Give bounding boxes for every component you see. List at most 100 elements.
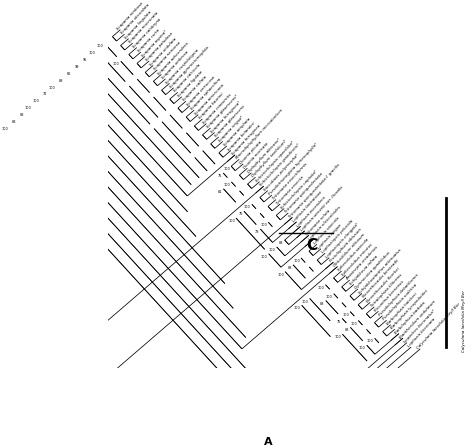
Text: Schijakkowianthus attenuatus: Schijakkowianthus attenuatus [358,247,402,295]
Text: Tritomaria exsecta: Tritomaria exsecta [276,175,305,205]
Text: 100: 100 [350,322,357,326]
Text: Pseudotrismegistia hymenophylla*: Pseudotrismegistia hymenophylla* [268,142,318,196]
Text: Scapania sphaerifera: Scapania sphaerifera [190,77,222,111]
Text: Scapania cuspiduligera: Scapania cuspiduligera [165,48,200,85]
Text: Scapania calcicola: Scapania calcicola [173,64,202,93]
Text: 88: 88 [59,79,64,83]
Text: 88: 88 [19,113,24,117]
Text: Scapania mucronata: Scapania mucronata [128,11,160,45]
Text: Sphenolobus saxicola: Sphenolobus saxicola [337,238,370,272]
Text: Lophozia lantratviae: Lophozia lantratviae [292,190,323,223]
Text: 100: 100 [359,346,366,350]
Text: Scapania ampliata: Scapania ampliata [223,117,251,147]
Circle shape [278,433,285,440]
Text: 75: 75 [218,174,222,178]
Text: 100: 100 [260,223,267,227]
Text: 88: 88 [11,120,16,124]
Text: Scapania aspera*: Scapania aspera* [141,29,168,58]
Text: Neoorthocaulis binsteadii: Neoorthocaulis binsteadii [362,259,400,299]
Text: Lophoziopsis elongata*: Lophoziopsis elongata* [325,222,360,259]
Text: Scapania callata: Scapania callata [182,75,207,102]
Text: Gymnocolea quadrilobus: Gymnocolea quadrilobus [354,251,391,290]
Text: 100: 100 [223,167,230,171]
Text: Scapania nimbosa: Scapania nimbosa [116,1,144,31]
Text: Schistochilopsis capitata*: Schistochilopsis capitata* [280,169,318,210]
Text: Scapania nemorea: Scapania nemorea [153,41,182,71]
Text: Pseudolophizia debatiformis: Pseudolophizia debatiformis [378,273,419,317]
Text: Macrodiplophyllum microdonticm: Macrodiplophyllum microdonticm [235,109,283,161]
Text: 88: 88 [288,266,292,270]
Text: Lophozia exigua: Lophozia exigua [317,223,342,250]
Text: 99: 99 [75,65,80,69]
Text: 100: 100 [224,183,230,187]
Text: Calycularia laevifolia Meyll Ber: Calycularia laevifolia Meyll Ber [462,290,466,352]
Text: 100: 100 [293,259,300,263]
Text: Schijakkovia inflata: Schijakkovia inflata [349,254,379,286]
Text: 100: 100 [342,313,349,317]
Text: 75: 75 [337,320,341,324]
Text: 100: 100 [244,206,251,210]
Text: A: A [264,437,273,445]
Text: 100: 100 [1,127,8,131]
Text: Tetralophizia filiformis: Tetralophizia filiformis [370,273,403,308]
Text: 100: 100 [228,219,235,223]
Text: Douinia moricata: Douinia moricata [243,142,270,170]
Text: Riccarinus bernensis: Riccarinus bernensis [374,279,405,312]
Text: 88: 88 [320,302,325,306]
Text: 100: 100 [335,335,341,339]
Text: Scapania ferruginea*: Scapania ferruginea* [210,100,242,134]
Text: Scapania adscendens: Scapania adscendens [157,41,190,76]
Text: Scapania irrigua*: Scapania irrigua* [219,114,245,142]
Text: 100: 100 [89,51,95,55]
Text: 66: 66 [67,72,72,76]
Text: Douinia plicata: Douinia plicata [239,140,263,165]
Text: 88: 88 [279,241,283,245]
Text: Diplophyllum albicans*: Diplophyllum albicans* [247,138,282,174]
Text: Scapania curta: Scapania curta [137,28,160,53]
Text: 100: 100 [113,62,120,66]
Text: Diplophyllum taxifolium*: Diplophyllum taxifolium* [251,139,288,178]
Text: Scapania crassiretis: Scapania crassiretis [202,93,233,125]
Text: Scapania gymnostomophila: Scapania gymnostomophila [169,45,210,89]
Text: 100: 100 [367,340,374,344]
Text: Lophozia ascendens: Lophozia ascendens [296,195,327,227]
Text: Biantheridiom undulatum: Biantheridiom undulatum [399,299,437,339]
Text: Isopaches bicrenatus*: Isopaches bicrenatus* [403,308,436,344]
Text: Scapania calobryna: Scapania calobryna [133,17,163,49]
Text: Saccobasis polymorpha*: Saccobasis polymorpha* [264,153,301,192]
Text: Tritomaria quinquedentata f. gracilis: Tritomaria quinquedentata f. gracilis [288,162,341,218]
Text: Barbiophizia hatcheri: Barbiophizia hatcheri [386,292,419,326]
Text: Lophozia silvocoloides: Lophozia silvocoloides [309,205,342,241]
Text: 73: 73 [255,230,259,234]
Text: Lophozia bicrenata: Lophozia bicrenata [407,317,436,348]
Text: 72: 72 [43,93,48,97]
Text: 81: 81 [218,190,222,194]
Text: Scapania obcordata: Scapania obcordata [120,3,151,35]
Text: Barbilophizia barbata: Barbilophizia barbata [394,301,427,335]
Text: Pseudolophizia sudetica: Pseudolophizia sudetica [382,283,418,321]
Text: Scapania lingulata: Scapania lingulata [124,10,153,40]
Text: Schistochilopsis opacifolia*: Schistochilopsis opacifolia* [255,140,296,183]
Text: 100: 100 [326,295,333,299]
Text: Tritomaria soluta: Tritomaria soluta [304,209,331,236]
Text: Scapania glauescens: Scapania glauescens [214,105,246,138]
Text: Scapania umbrosa: Scapania umbrosa [161,50,190,80]
Text: 100: 100 [302,299,309,303]
Text: Calycularia laevifolia Meyll Ber: Calycularia laevifolia Meyll Ber [416,302,461,350]
Text: 100: 100 [25,106,32,110]
Text: Lophoziopsis pelucida: Lophoziopsis pelucida [321,219,354,255]
Text: C: C [306,238,317,253]
Text: 100: 100 [269,248,275,252]
Text: Tritomaria exsectiformis: Tritomaria exsectiformis [272,162,308,201]
Text: Scapania undulata: Scapania undulata [149,36,177,67]
Text: Scapania americana: Scapania americana [194,83,225,116]
Text: 100: 100 [49,85,55,89]
Text: Scapania kaurinii: Scapania kaurinii [198,92,225,120]
Text: 100: 100 [33,99,40,103]
Text: 100: 100 [294,307,301,311]
Text: Lophozia wenzelii var. litoralis: Lophozia wenzelii var. litoralis [301,185,345,232]
Text: 88: 88 [345,328,349,332]
Text: 75: 75 [238,212,243,216]
Text: Protolophizia obtusum: Protolophizia obtusum [329,228,363,263]
Text: Anastrepta orcadensis: Anastrepta orcadensis [346,245,379,281]
